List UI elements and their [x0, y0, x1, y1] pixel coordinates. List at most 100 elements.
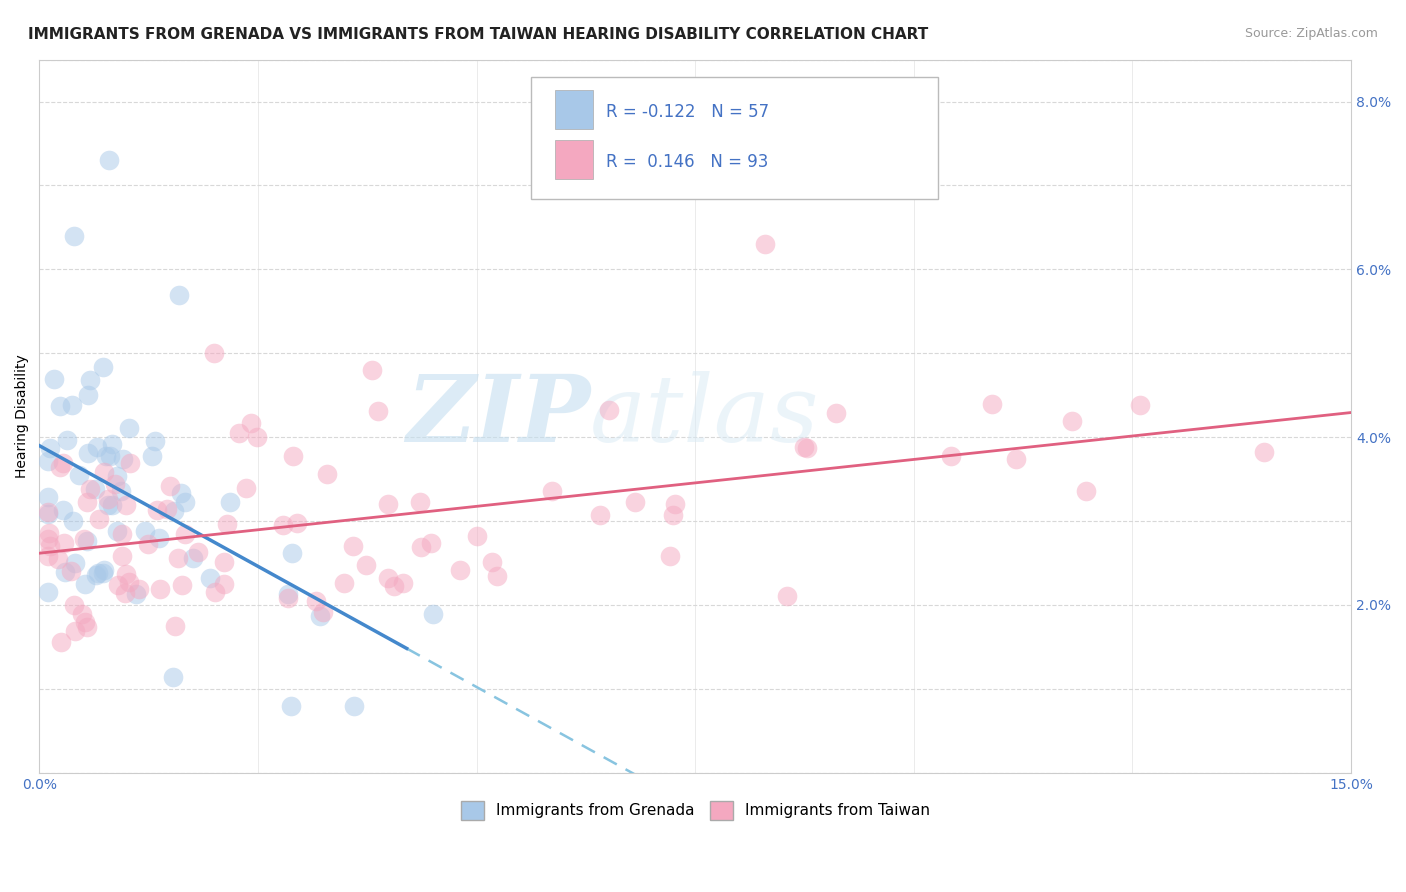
Point [793, 440, 815, 454]
Point [97, 491, 120, 506]
Text: ZIP: ZIP [406, 371, 591, 461]
Point [98, 449, 121, 463]
Point [315, 467, 337, 481]
Point [37, 490, 59, 504]
Point [67, 468, 90, 483]
Point [117, 421, 139, 435]
Point [75, 576, 97, 591]
Point [181, 551, 204, 566]
Point [114, 586, 136, 600]
FancyBboxPatch shape [531, 78, 938, 199]
Point [51, 457, 73, 471]
Point [589, 508, 612, 523]
Point [37, 454, 59, 468]
Point [409, 495, 432, 509]
Point [623, 495, 645, 509]
Point [285, 516, 308, 530]
Point [148, 532, 170, 546]
Point [367, 404, 389, 418]
FancyBboxPatch shape [555, 140, 593, 178]
Point [169, 287, 191, 301]
Point [91, 566, 114, 581]
Text: Source: ZipAtlas.com: Source: ZipAtlas.com [1244, 27, 1378, 40]
Point [1074, 484, 1097, 499]
Point [38, 441, 60, 455]
Point [105, 524, 128, 538]
Point [465, 529, 488, 543]
Point [63, 624, 86, 638]
Point [37, 505, 59, 519]
Point [128, 582, 150, 596]
Point [39, 539, 62, 553]
Point [38, 526, 60, 541]
Point [202, 346, 225, 360]
Point [118, 456, 141, 470]
Text: IMMIGRANTS FROM GRENADA VS IMMIGRANTS FROM TAIWAN HEARING DISABILITY CORRELATION: IMMIGRANTS FROM GRENADA VS IMMIGRANTS FR… [28, 27, 928, 42]
Point [86, 440, 108, 454]
Point [70, 607, 93, 621]
Point [49, 459, 72, 474]
Point [101, 498, 124, 512]
Point [76, 620, 98, 634]
Point [110, 484, 132, 499]
Point [277, 587, 299, 601]
Text: atlas: atlas [591, 371, 820, 461]
Point [360, 363, 382, 377]
Point [101, 437, 124, 451]
Point [125, 587, 148, 601]
Point [134, 524, 156, 539]
Point [305, 593, 328, 607]
Point [107, 578, 129, 592]
Point [409, 540, 432, 554]
Point [485, 569, 508, 583]
Point [91, 359, 114, 374]
Point [235, 481, 257, 495]
Point [141, 450, 163, 464]
Point [44, 372, 66, 386]
Point [115, 566, 138, 581]
Point [172, 578, 194, 592]
Point [111, 549, 134, 563]
Point [76, 533, 98, 548]
Point [392, 576, 415, 591]
Point [939, 449, 962, 463]
Point [93, 465, 115, 479]
Point [52, 536, 75, 550]
Point [664, 497, 686, 511]
Point [111, 452, 134, 467]
Point [37, 508, 59, 522]
Point [1005, 451, 1028, 466]
Point [79, 483, 101, 497]
Point [79, 373, 101, 387]
Point [377, 571, 399, 585]
Point [87, 512, 110, 526]
Point [98, 153, 121, 168]
Point [449, 563, 471, 577]
Point [60, 565, 83, 579]
Point [77, 446, 100, 460]
Y-axis label: Hearing Disability: Hearing Disability [15, 354, 30, 478]
Point [114, 498, 136, 512]
Point [37, 549, 59, 563]
Point [662, 508, 685, 523]
Point [215, 516, 238, 531]
Point [212, 577, 235, 591]
Point [49, 635, 72, 649]
Point [60, 398, 83, 412]
Point [96, 498, 118, 512]
Point [239, 417, 262, 431]
Point [382, 579, 405, 593]
Point [84, 483, 107, 497]
Point [156, 502, 179, 516]
Point [162, 669, 184, 683]
Point [104, 477, 127, 491]
Point [343, 698, 366, 713]
Point [76, 494, 98, 508]
Point [37, 584, 59, 599]
Point [1129, 398, 1152, 412]
Point [481, 555, 503, 569]
Point [658, 549, 681, 563]
Text: R =  0.146   N = 93: R = 0.146 N = 93 [606, 153, 769, 170]
Legend: Immigrants from Grenada, Immigrants from Taiwan: Immigrants from Grenada, Immigrants from… [454, 795, 936, 826]
FancyBboxPatch shape [555, 90, 593, 128]
